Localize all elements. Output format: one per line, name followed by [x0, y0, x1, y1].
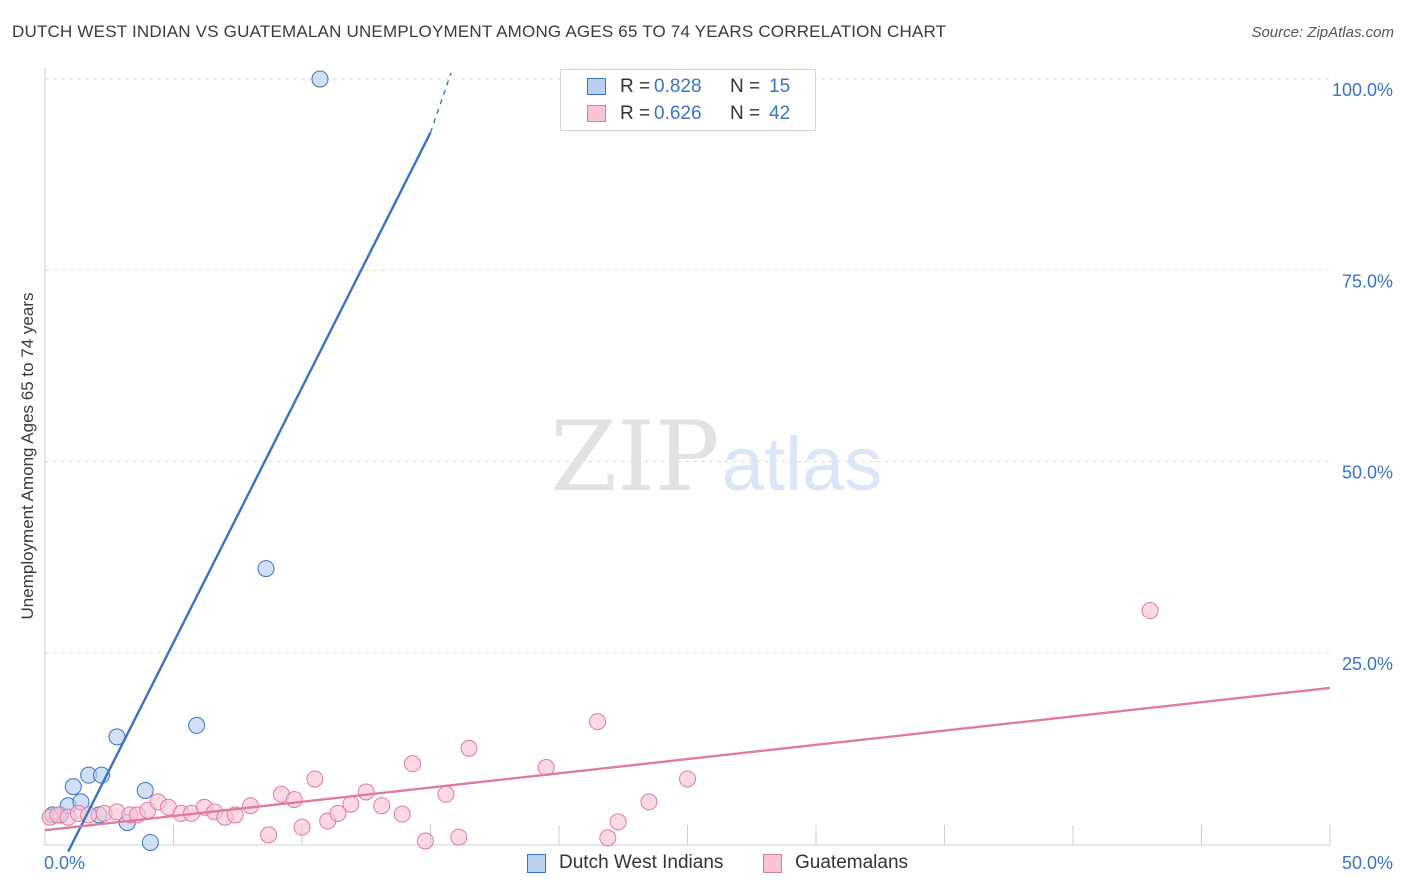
guatemalan-point: [599, 829, 617, 847]
stats-box: R = 0.828 N = 15 R = 0.626 N = 42: [560, 69, 816, 131]
guatemalan-point: [1141, 602, 1159, 620]
watermark-zip: ZIP: [550, 401, 719, 513]
tick-labels: 25.0% 50.0% 75.0% 100.0% 0.0% 50.0%: [44, 80, 1393, 873]
stats-n-value-guatemalan: 42: [769, 103, 791, 124]
legend-swatch-guatemalan: [763, 854, 782, 873]
stats-n-label: N =: [730, 103, 761, 124]
y-tick-label: 25.0%: [1342, 654, 1393, 674]
dutch-point: [141, 833, 159, 851]
dutch-point: [136, 781, 154, 799]
stats-r-value-dutch: 0.828: [654, 76, 702, 97]
y-tick-label: 100.0%: [1332, 80, 1393, 100]
legend-label-dutch: Dutch West Indians: [559, 852, 724, 873]
guatemalan-point: [357, 783, 375, 801]
dutch-point: [64, 778, 82, 796]
x-tick-label: 0.0%: [44, 853, 85, 873]
guatemalan-point: [329, 804, 347, 822]
x-tick-label: 50.0%: [1342, 853, 1393, 873]
stats-swatch-dutch: [587, 78, 606, 95]
chart-title: DUTCH WEST INDIAN VS GUATEMALAN UNEMPLOY…: [12, 22, 947, 41]
guatemalan-point: [404, 755, 422, 773]
guatemalan-point: [226, 806, 244, 824]
stats-r-label: R =: [620, 76, 651, 97]
y-tick-label: 75.0%: [1342, 271, 1393, 291]
stats-r-value-guatemalan: 0.626: [654, 103, 702, 124]
guatemalan-point: [589, 713, 607, 731]
guatemalan-point: [416, 832, 434, 850]
guatemalan-point: [609, 813, 627, 831]
stats-r-label: R =: [620, 103, 651, 124]
guatemalan-point: [640, 793, 658, 811]
legend: Dutch West Indians Guatemalans: [0, 851, 1406, 877]
guatemalan-point: [437, 785, 455, 803]
guatemalan-point: [306, 770, 324, 788]
dutch-point: [257, 560, 275, 578]
stats-swatch-guatemalan: [587, 105, 606, 122]
guatemalan-point: [450, 828, 468, 846]
y-tick-label: 50.0%: [1342, 463, 1393, 483]
watermark-atlas: atlas: [722, 422, 883, 507]
guatemalan-point: [260, 826, 278, 844]
watermark: ZIP atlas: [550, 401, 882, 513]
trend-line-dutch: [67, 132, 432, 853]
guatemalan-point: [373, 797, 391, 815]
gridlines: [45, 78, 1330, 654]
guatemalan-point: [393, 805, 411, 823]
trend-line-dutch-extension: [429, 72, 452, 133]
guatemalan-point: [293, 818, 311, 836]
source-label: Source: ZipAtlas.com: [1251, 24, 1394, 41]
data-points: [41, 70, 1159, 851]
dutch-point: [188, 716, 206, 734]
guatemalan-point: [285, 791, 303, 809]
guatemalan-point: [342, 795, 360, 813]
dutch-point: [311, 70, 329, 88]
trend-line-guatemalan: [44, 686, 1331, 832]
stats-n-value-dutch: 15: [769, 76, 791, 97]
axes: [44, 68, 1331, 846]
guatemalan-point: [679, 770, 696, 788]
stats-n-label: N =: [730, 76, 761, 97]
legend-swatch-dutch: [527, 854, 546, 873]
guatemalan-point: [460, 739, 478, 757]
trend-lines: [44, 72, 1331, 853]
legend-label-guatemalan: Guatemalans: [795, 852, 909, 873]
